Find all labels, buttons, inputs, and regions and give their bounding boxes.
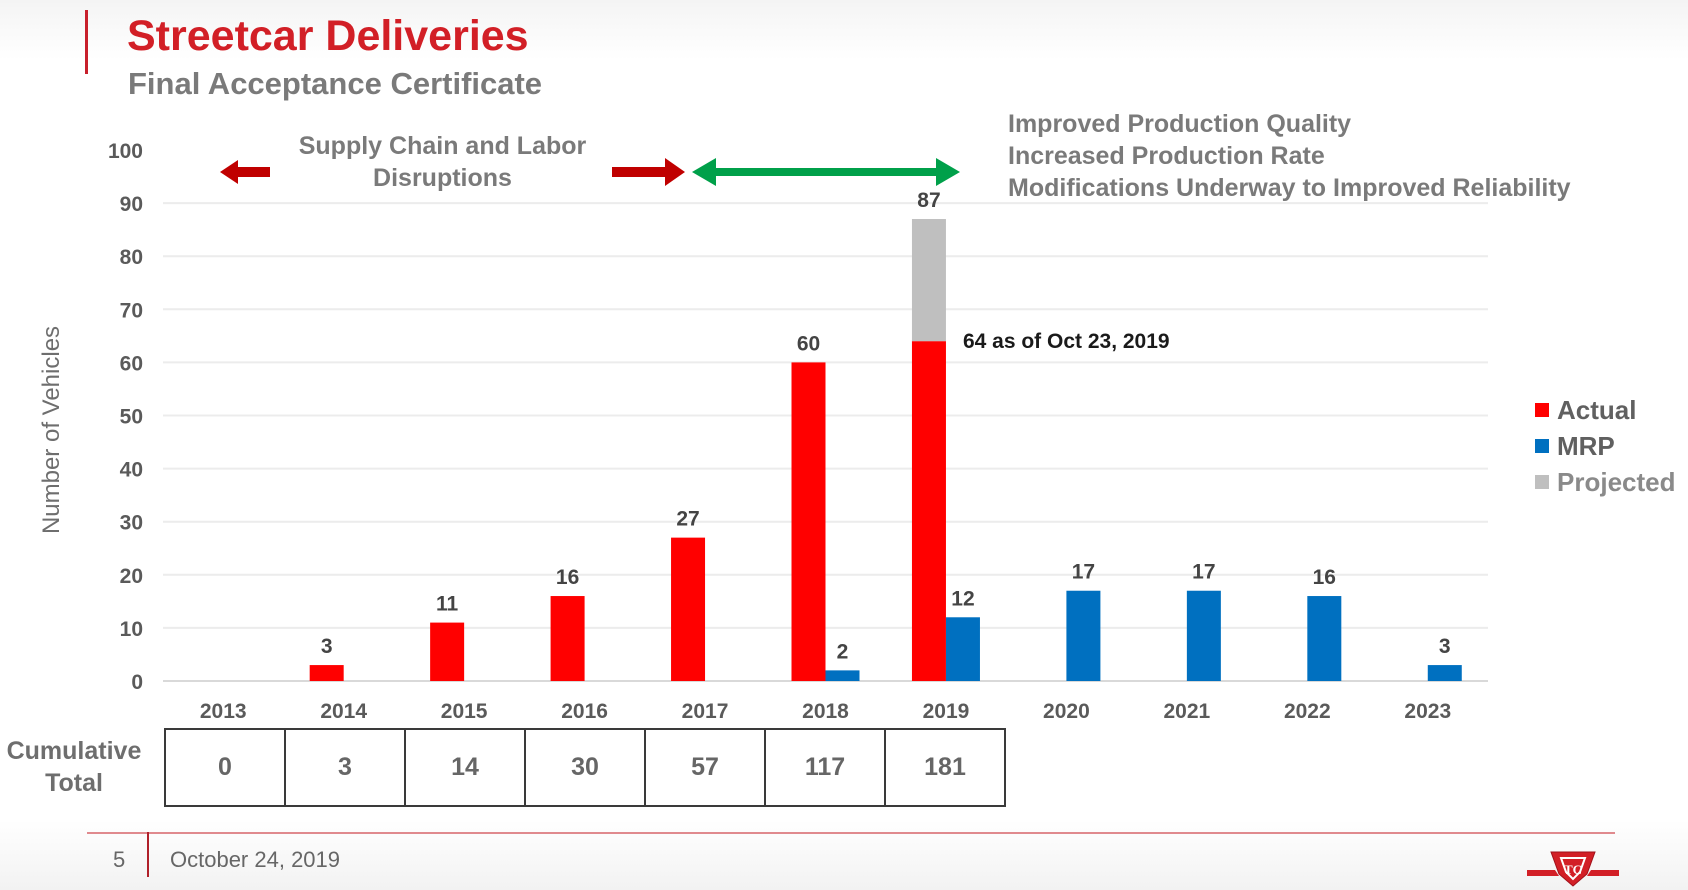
cumulative-total-table: 0 3 14 30 57 117 181 (164, 728, 1006, 807)
bar-mrp (825, 670, 860, 681)
legend-label: Projected (1557, 466, 1676, 497)
bar-actual (309, 665, 344, 681)
improvements-note-line: Improved Production Quality (1008, 110, 1352, 138)
table-cell: 57 (644, 728, 766, 807)
x-tick-label: 2023 (1404, 700, 1451, 723)
data-label-mrp: 17 (1072, 561, 1095, 584)
x-tick-label: 2017 (682, 700, 729, 723)
y-tick-label: 50 (120, 406, 143, 429)
y-tick-label: 40 (120, 459, 143, 482)
table-cell: 14 (404, 728, 526, 807)
green-double-arrow-icon (692, 158, 960, 186)
footer-separator (147, 832, 149, 877)
annotation-arrows (220, 158, 960, 186)
page-number: 5 (113, 847, 126, 872)
x-tick-label: 2019 (923, 700, 970, 723)
x-tick-label: 2018 (802, 700, 849, 723)
bar-mrp (945, 617, 980, 681)
y-tick-label: 100 (108, 140, 143, 163)
table-cell: 0 (164, 728, 286, 807)
y-tick-label: 80 (120, 246, 143, 269)
x-tick-label: 2020 (1043, 700, 1090, 723)
disruptions-note-line: Disruptions (373, 164, 512, 192)
legend-swatch-actual (1535, 403, 1549, 417)
title-accent-bar (85, 10, 88, 74)
legend-swatch-mrp (1535, 439, 1549, 453)
svg-text:TC: TC (1564, 862, 1582, 877)
y-axis-label: Number of Vehicles (38, 325, 65, 535)
red-right-arrow-icon (612, 158, 685, 186)
improvements-note: Improved Production Quality Increased Pr… (1008, 108, 1571, 204)
data-label-projected-total: 87 (917, 189, 940, 212)
table-row: 0 3 14 30 57 117 181 (164, 728, 1006, 807)
improvements-note-line: Increased Production Rate (1008, 142, 1325, 170)
stack-annotation: 64 as of Oct 23, 2019 (963, 330, 1170, 353)
bar-mrp (1066, 590, 1101, 681)
data-label-actual: 3 (321, 635, 333, 658)
legend-item-actual: Actual (1535, 392, 1676, 428)
bar-mrp (1186, 590, 1221, 681)
data-label-actual: 27 (676, 508, 699, 531)
disruptions-note-line: Supply Chain and Labor (298, 132, 587, 160)
table-cell: 3 (284, 728, 406, 807)
red-left-arrow-icon (220, 160, 270, 184)
footer-date: October 24, 2019 (170, 847, 341, 872)
legend-item-mrp: MRP (1535, 428, 1676, 464)
legend-label: MRP (1557, 430, 1615, 461)
page-title: Streetcar Deliveries (127, 12, 529, 60)
cumulative-label-line: Total (45, 769, 103, 797)
table-cell: 117 (764, 728, 886, 807)
x-tick-label: 2021 (1164, 700, 1211, 723)
data-label-mrp: 17 (1192, 561, 1215, 584)
data-label-actual: 16 (556, 566, 579, 589)
footer-divider (87, 832, 1615, 834)
legend-swatch-projected (1535, 475, 1549, 489)
legend-item-projected: Projected (1535, 464, 1676, 500)
bar-actual (550, 596, 585, 681)
y-tick-label: 30 (120, 512, 143, 535)
y-tick-label: 20 (120, 565, 143, 588)
y-tick-label: 0 (131, 671, 143, 694)
bar-actual (430, 622, 465, 681)
y-tick-label: 90 (120, 193, 143, 216)
x-axis-ticks: 2013 2014 2015 2016 2017 2018 2019 2020 2021 2022… (200, 700, 1451, 723)
bar-actual (911, 341, 946, 681)
x-tick-label: 2014 (320, 700, 367, 723)
data-label-mrp: 2 (837, 640, 849, 663)
bar-actual (671, 537, 706, 681)
y-tick-label: 70 (120, 299, 143, 322)
cumulative-label-line: Cumulative (6, 737, 142, 765)
y-tick-label: 60 (120, 352, 143, 375)
data-label-mrp: 12 (951, 587, 974, 610)
ttc-logo-icon: TC (1527, 851, 1619, 887)
x-tick-label: 2016 (561, 700, 608, 723)
data-label-mrp: 16 (1313, 566, 1336, 589)
data-label-actual: 60 (797, 332, 820, 355)
data-label-mrp: 3 (1439, 635, 1451, 658)
disruptions-note: Supply Chain and Labor Disruptions (265, 130, 620, 194)
improvements-note-line: Modifications Underway to Improved Relia… (1008, 174, 1571, 202)
bar-projected (911, 219, 946, 342)
chart-legend: Actual MRP Projected (1535, 392, 1676, 500)
table-cell: 30 (524, 728, 646, 807)
bar-actual (791, 362, 826, 681)
data-label-actual: 11 (436, 593, 459, 616)
bar-mrp (1307, 596, 1342, 681)
legend-label: Actual (1557, 394, 1637, 425)
y-axis-ticks: 0 10 20 30 40 50 60 70 80 90 100 (108, 140, 143, 694)
x-tick-label: 2015 (441, 700, 488, 723)
y-tick-label: 10 (120, 618, 143, 641)
bars (309, 219, 1462, 681)
bar-mrp (1427, 665, 1462, 681)
x-tick-label: 2022 (1284, 700, 1331, 723)
table-cell: 181 (884, 728, 1006, 807)
x-tick-label: 2013 (200, 700, 247, 723)
data-labels: 3 11 16 27 60 87 2 12 17 17 16 3 (321, 189, 1451, 663)
page-subtitle: Final Acceptance Certificate (128, 66, 543, 101)
cumulative-total-label: Cumulative Total (0, 735, 148, 799)
